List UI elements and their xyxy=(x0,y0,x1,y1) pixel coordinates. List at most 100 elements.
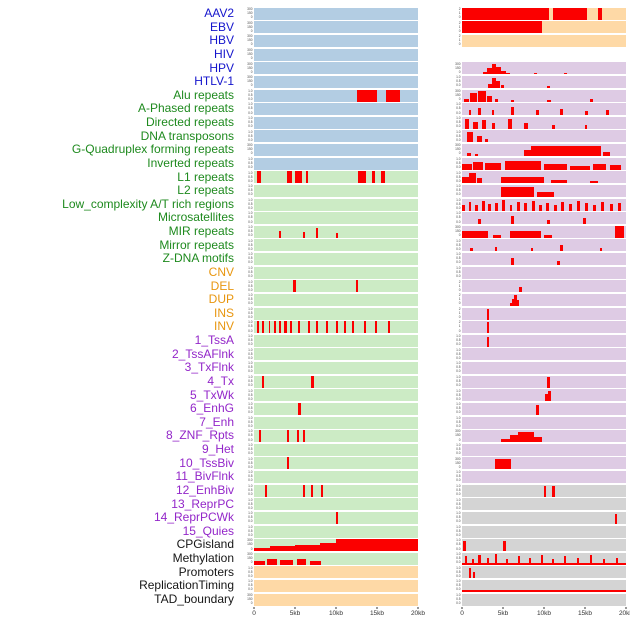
y-tick-label: 0.5 xyxy=(248,92,253,97)
x-axis-tick-label: 10kb xyxy=(536,610,552,617)
y-tick-label: 0.5 xyxy=(456,269,461,274)
signal-bar xyxy=(501,177,544,184)
y-tick-label: 2 xyxy=(458,20,461,25)
y-tick-label: 1.0 xyxy=(248,483,253,488)
track-label: 15_Quies xyxy=(182,523,234,538)
signal-bar xyxy=(316,321,318,334)
y-axis-ticks: 1.0 0.5 0.0 xyxy=(240,198,254,212)
track-panel-right: 1.0 0.5 0.0 xyxy=(448,211,626,225)
y-tick-label: 0.0 xyxy=(456,532,461,537)
y-axis-ticks: 1.0 0.5 0.0 xyxy=(240,239,254,253)
signal-bar xyxy=(501,438,510,443)
track-label: Microsatellites xyxy=(157,210,234,225)
signal-bar xyxy=(355,280,358,293)
track-panel-left: 1.0 0.5 0.0 xyxy=(240,184,418,198)
track-row: L2 repeats 1.0 0.5 0.0 1.0 0.5 0.0 xyxy=(0,184,630,198)
signal-bar xyxy=(488,83,492,88)
track-label: 5_TxWk xyxy=(189,387,234,402)
signal-bar xyxy=(469,172,476,184)
track-panel-left: 1.0 0.5 0.0 xyxy=(240,525,418,539)
track-label: G-Quadruplex forming repeats xyxy=(71,142,234,157)
y-tick-label: 0.0 xyxy=(456,274,461,279)
y-tick-label: 1.0 xyxy=(456,252,461,257)
y-tick-label: 1.0 xyxy=(248,279,253,284)
y-tick-label: 0.0 xyxy=(248,355,253,360)
y-tick-label: 0.0 xyxy=(456,178,461,183)
signal-bar xyxy=(462,231,489,238)
x-axis-tickmark xyxy=(584,606,586,609)
track-plot xyxy=(462,157,626,170)
track-plot xyxy=(254,402,418,415)
x-axis-tickmark xyxy=(294,606,296,609)
track-row: Inverted repeats 1.0 0.5 0.0 1.0 0.5 0.0 xyxy=(0,156,630,171)
track-plot xyxy=(254,171,418,184)
y-axis-ticks: 300 150 0 xyxy=(448,143,462,157)
y-axis-ticks: 1.0 0.5 0.0 xyxy=(240,266,254,280)
track-row: ReplicationTiming 1.0 0.5 0.0 1.0 0.5 0.0 xyxy=(0,579,630,593)
track-plot xyxy=(462,511,626,524)
y-tick-label: 0.0 xyxy=(248,246,253,251)
y-tick-label: 0 xyxy=(250,151,253,156)
track-plot xyxy=(254,253,418,266)
y-tick-label: 0.5 xyxy=(456,201,461,206)
y-axis-ticks: 1.0 0.5 0.0 xyxy=(240,252,254,266)
track-panel-right: 1.0 0.5 0.0 xyxy=(448,375,626,389)
signal-bar xyxy=(462,164,472,170)
signal-bar xyxy=(494,99,499,102)
y-tick-label: 1.0 xyxy=(456,579,461,584)
track-panel-left: 1.0 0.5 0.0 xyxy=(240,239,418,253)
track-panel-left: 300 150 0 xyxy=(240,7,418,21)
y-tick-label: 0.5 xyxy=(248,378,253,383)
track-label: 8_ZNF_Rpts xyxy=(165,428,234,443)
x-axis-tickmark xyxy=(417,606,419,609)
track-row: 8_ZNF_Rpts 1.0 0.5 0.0 300 150 0 xyxy=(0,429,630,443)
signal-bar xyxy=(539,204,543,211)
y-tick-label: 0.5 xyxy=(248,297,253,302)
track-panel-left: 300 150 0 xyxy=(240,538,418,552)
signal-bar xyxy=(491,63,497,75)
track-row: 3_TxFlnk 1.0 0.5 0.0 1.0 0.5 0.0 xyxy=(0,361,630,375)
y-tick-label: 1.0 xyxy=(248,579,253,584)
track-plot xyxy=(462,593,626,606)
signal-bar xyxy=(589,180,599,184)
track-row: DEL 1.0 0.5 0.0 2 1 0 xyxy=(0,279,630,294)
signal-bar xyxy=(494,246,498,252)
y-tick-label: 1.0 xyxy=(456,75,461,80)
track-row: 13_ReprPC 1.0 0.5 0.0 1.0 0.5 0.0 xyxy=(0,497,630,512)
track-panel-right: 1.0 0.5 0.0 xyxy=(448,239,626,253)
track-panel-right: 1.0 0.5 0.0 xyxy=(448,511,626,525)
track-plot xyxy=(254,430,418,443)
y-axis-ticks: 1.0 0.5 0.0 xyxy=(448,375,462,389)
signal-bar xyxy=(544,234,553,238)
signal-bar xyxy=(462,204,465,211)
track-panel-right: 1.0 0.5 0.0 xyxy=(448,416,626,430)
track-row: MIR repeats 1.0 0.5 0.0 300 150 0 xyxy=(0,224,630,239)
signal-bar xyxy=(516,299,520,306)
track-row: 2_TssAFlnk 1.0 0.5 0.0 1.0 0.5 0.0 xyxy=(0,347,630,362)
signal-bar xyxy=(336,539,418,552)
y-tick-label: 0.0 xyxy=(248,233,253,238)
signal-bar xyxy=(290,321,292,334)
signal-bar xyxy=(593,204,597,211)
track-plot xyxy=(254,321,418,334)
track-plot xyxy=(254,21,418,34)
y-axis-ticks: 300 150 0 xyxy=(448,62,462,76)
track-plot xyxy=(254,266,418,279)
track-panel-right: 1.0 0.5 0.0 xyxy=(448,116,626,130)
track-panel-right: 1.0 0.5 0.0 xyxy=(448,266,626,280)
track-panel-left: 1.0 0.5 0.0 xyxy=(240,198,418,212)
y-axis-ticks: 1.0 0.5 0.0 xyxy=(240,402,254,416)
track-panel-right: 1.0 0.5 0.0 xyxy=(448,538,626,552)
y-axis-ticks: 1.0 0.5 0.0 xyxy=(448,361,462,375)
signal-bar xyxy=(540,555,543,565)
y-tick-label: 1.0 xyxy=(456,197,461,202)
signal-bar xyxy=(358,171,367,184)
track-plot xyxy=(462,48,626,61)
track-panel-left: 1.0 0.5 0.0 xyxy=(240,361,418,375)
signal-bar xyxy=(563,73,567,75)
signal-bar xyxy=(265,484,268,497)
signal-bar xyxy=(509,302,512,306)
track-plot xyxy=(254,7,418,20)
